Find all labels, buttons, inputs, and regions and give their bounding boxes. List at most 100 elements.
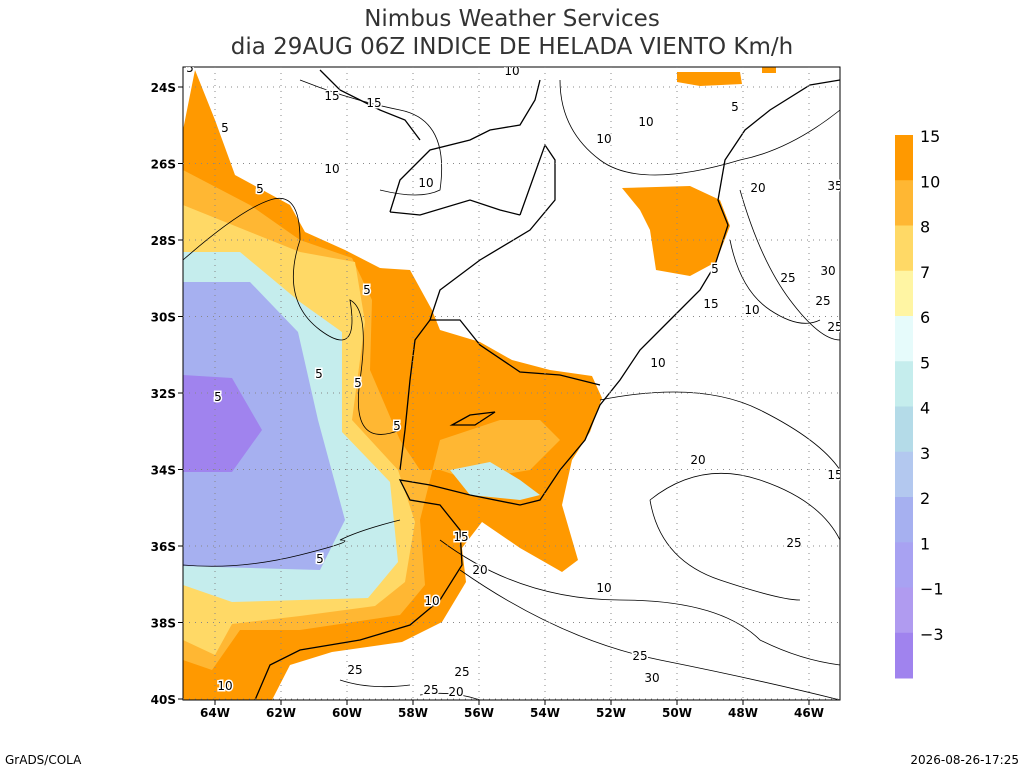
- colorbar-box: [895, 316, 913, 362]
- footer-left: GrADS/COLA: [5, 753, 82, 767]
- colorbar-label: 10: [920, 172, 940, 191]
- border: [389, 79, 601, 386]
- border: [319, 69, 521, 471]
- lat-label: 30S: [151, 311, 176, 325]
- title: Nimbus Weather Services: [364, 6, 660, 32]
- lon-label: 62W: [266, 706, 296, 720]
- contour-label: 5: [186, 61, 194, 75]
- contour-label: 5: [316, 552, 324, 566]
- shade-orange-top: [677, 72, 742, 86]
- contour-line: [459, 569, 840, 700]
- lon-label: 46W: [794, 706, 824, 720]
- colorbar-label: 15: [920, 127, 940, 146]
- colorbar-label: 5: [920, 353, 930, 372]
- lat-label: 28S: [151, 234, 176, 248]
- contour-label: 10: [418, 176, 433, 190]
- contour-label: 25: [815, 294, 830, 308]
- colorbar-box: [895, 497, 913, 543]
- contour-label: 25: [786, 536, 801, 550]
- contour-labels: 5 15 15 10 10 5 5 10 10 10 5 20 35 25 30 25 25 15 10 10 5 5 5 5…: [185, 61, 842, 700]
- colorbar-label: 1: [920, 534, 930, 553]
- shade-lightblue-east: [450, 462, 540, 500]
- contour-label: 10: [596, 132, 611, 146]
- contour-label: 5: [711, 262, 719, 276]
- contour-label: 15: [703, 297, 718, 311]
- colorbar-box: [895, 451, 913, 498]
- lat-label: 32S: [151, 387, 176, 401]
- colorbar-box: [895, 225, 913, 272]
- contour-label: 10: [744, 303, 759, 317]
- contour-label: 5: [363, 283, 371, 297]
- contour-line: [299, 79, 443, 196]
- shade-blue: [183, 282, 345, 570]
- contour-label: 15: [453, 530, 468, 544]
- contour-label: 20: [690, 453, 705, 467]
- contour-label: 15: [366, 96, 381, 110]
- lat-label: 40S: [151, 693, 176, 707]
- contour-label: 30: [820, 264, 835, 278]
- colorbar-label: −3: [920, 625, 944, 644]
- contour-line: [599, 391, 840, 471]
- lat-label: 24S: [151, 81, 176, 95]
- contour-line: [439, 539, 840, 666]
- contour-label: 10: [324, 162, 339, 176]
- contour-label: 5: [256, 182, 264, 196]
- colorbar-box: [895, 135, 913, 181]
- colorbar-label: −1: [920, 580, 944, 599]
- lon-label: 64W: [200, 706, 230, 720]
- contour-label: 25: [423, 683, 438, 697]
- lat-label: 34S: [151, 464, 176, 478]
- colorbar-box: [895, 587, 913, 634]
- lat-label: 26S: [151, 158, 176, 172]
- contour-label: 10: [504, 64, 519, 78]
- colorbar-box: [895, 542, 913, 588]
- contour-label: 25: [347, 663, 362, 677]
- contour-line: [183, 198, 401, 435]
- shade-orange-ne: [622, 186, 730, 276]
- contour-line: [183, 519, 401, 567]
- lon-label: 54W: [530, 706, 560, 720]
- lat-label: 38S: [151, 617, 176, 631]
- contour-label: 15: [827, 468, 842, 482]
- lon-label: 60W: [332, 706, 362, 720]
- contour-label: 10: [217, 679, 232, 693]
- contour-label: 15: [324, 89, 339, 103]
- colorbar-box: [895, 361, 913, 407]
- colorbar-box: [895, 632, 913, 679]
- contour-label: 25: [827, 320, 842, 334]
- contour-line: [729, 189, 840, 341]
- contour-label: 10: [424, 594, 439, 608]
- shade-orange-top: [762, 67, 776, 73]
- contour-label: 10: [638, 115, 653, 129]
- contour-label: 5: [731, 100, 739, 114]
- colorbar-label: 7: [920, 263, 930, 282]
- subtitle: dia 29AUG 06Z INDICE DE HELADA VIENTO Km…: [231, 34, 793, 60]
- contour-label: 5: [393, 419, 401, 433]
- lat-label: 36S: [151, 540, 176, 554]
- colorbar-label: 2: [920, 489, 930, 508]
- contour-line: [339, 679, 481, 700]
- contour-label: 20: [448, 685, 463, 699]
- contour-label: 5: [214, 390, 222, 404]
- colorbar-box: [895, 406, 913, 453]
- contour-line: [649, 472, 840, 601]
- contour-label: 25: [780, 271, 795, 285]
- shade-purple: [183, 375, 262, 472]
- contour-label: 10: [596, 581, 611, 595]
- colorbar-label: 4: [920, 399, 930, 418]
- colorbar-label: 8: [920, 218, 930, 237]
- contour-label: 25: [454, 665, 469, 679]
- contour-label: 30: [644, 671, 659, 685]
- contour-label: 35: [827, 179, 842, 193]
- contour-label: 25: [632, 649, 647, 663]
- contour-label: 10: [650, 356, 665, 370]
- contour-label: 20: [750, 181, 765, 195]
- contour-label: 5: [315, 367, 323, 381]
- colorbar-box: [895, 270, 913, 317]
- colorbar-box: [895, 180, 913, 226]
- map-area: [183, 67, 840, 700]
- map-frame: [182, 66, 841, 701]
- coastline: [254, 79, 840, 700]
- contour-line: [559, 79, 840, 176]
